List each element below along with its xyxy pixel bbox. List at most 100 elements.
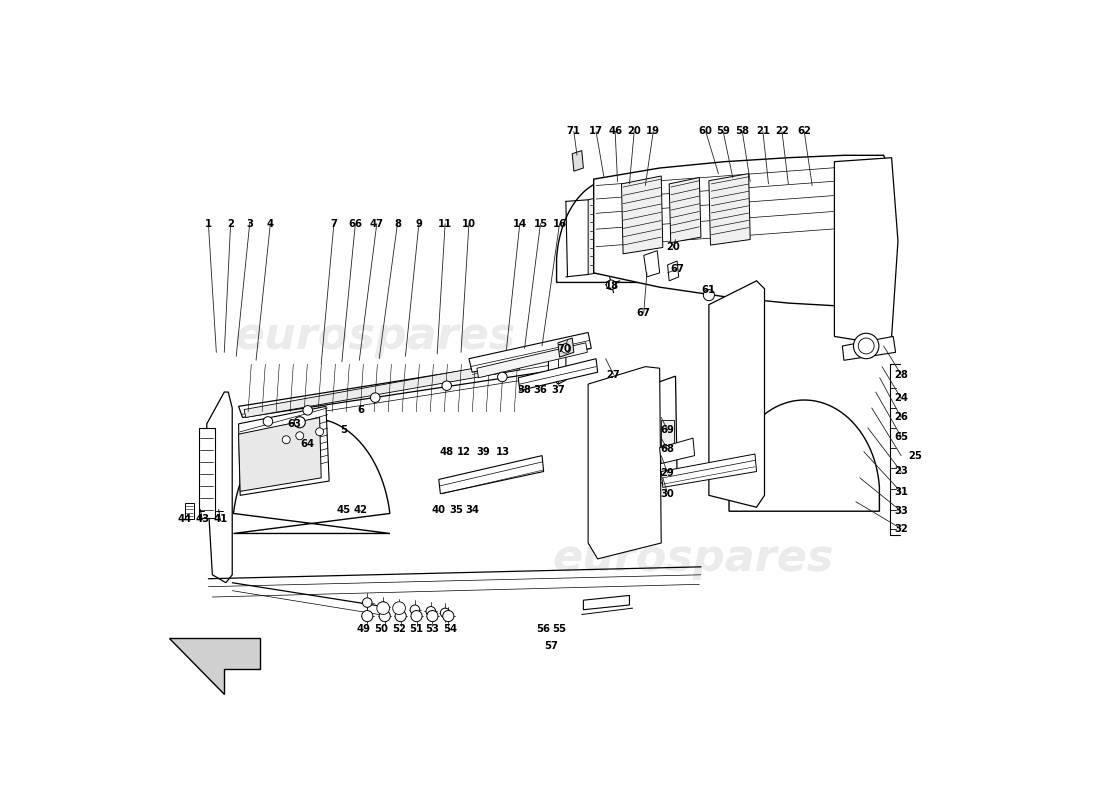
- Circle shape: [561, 343, 571, 353]
- Text: 10: 10: [462, 218, 476, 229]
- Text: 25: 25: [909, 450, 923, 461]
- Polygon shape: [708, 174, 750, 245]
- Text: 18: 18: [605, 281, 619, 290]
- Text: 22: 22: [776, 126, 789, 137]
- Text: eurospares: eurospares: [552, 538, 834, 580]
- Text: 62: 62: [798, 126, 811, 137]
- Polygon shape: [588, 366, 661, 559]
- Circle shape: [393, 602, 406, 614]
- Text: 70: 70: [558, 344, 571, 354]
- Circle shape: [294, 417, 306, 428]
- Circle shape: [377, 602, 389, 614]
- Text: 58: 58: [735, 126, 749, 137]
- Text: 47: 47: [370, 218, 384, 229]
- Polygon shape: [239, 406, 329, 495]
- Text: 4: 4: [267, 218, 274, 229]
- Polygon shape: [469, 333, 592, 372]
- Text: 34: 34: [465, 505, 480, 514]
- Text: eurospares: eurospares: [234, 315, 516, 358]
- Text: 41: 41: [213, 514, 228, 524]
- Polygon shape: [557, 179, 671, 282]
- Text: 45: 45: [337, 505, 351, 514]
- Circle shape: [316, 428, 323, 436]
- Circle shape: [442, 381, 451, 390]
- Text: 27: 27: [607, 370, 620, 379]
- Circle shape: [427, 610, 438, 622]
- Circle shape: [426, 606, 436, 616]
- Text: 24: 24: [894, 394, 909, 403]
- Circle shape: [854, 334, 879, 358]
- Text: 65: 65: [894, 431, 909, 442]
- Polygon shape: [583, 595, 629, 610]
- Polygon shape: [439, 456, 543, 494]
- Text: 60: 60: [698, 126, 713, 137]
- Circle shape: [362, 610, 373, 622]
- Circle shape: [497, 372, 507, 382]
- Text: 14: 14: [513, 218, 527, 229]
- Circle shape: [283, 436, 290, 444]
- Text: 46: 46: [608, 126, 623, 137]
- Text: 52: 52: [392, 624, 406, 634]
- Text: 67: 67: [637, 308, 651, 318]
- Text: 13: 13: [495, 446, 509, 457]
- Text: 64: 64: [300, 438, 315, 449]
- Text: 54: 54: [443, 624, 458, 634]
- Text: 21: 21: [756, 126, 770, 137]
- Polygon shape: [185, 503, 194, 519]
- Text: 16: 16: [552, 218, 567, 229]
- Text: 29: 29: [661, 468, 674, 478]
- Text: 26: 26: [894, 413, 909, 422]
- Polygon shape: [207, 392, 232, 582]
- Polygon shape: [477, 342, 587, 378]
- Circle shape: [371, 393, 380, 402]
- Polygon shape: [729, 400, 879, 511]
- Polygon shape: [669, 178, 701, 242]
- Polygon shape: [239, 418, 321, 491]
- Text: 38: 38: [518, 386, 531, 395]
- Polygon shape: [518, 358, 597, 390]
- Text: 2: 2: [228, 218, 234, 229]
- Polygon shape: [199, 428, 214, 518]
- Text: 15: 15: [534, 218, 548, 229]
- Text: 8: 8: [394, 218, 402, 229]
- Polygon shape: [572, 150, 583, 171]
- Text: 7: 7: [330, 218, 338, 229]
- Text: 50: 50: [375, 624, 388, 634]
- Circle shape: [263, 417, 273, 426]
- Text: 12: 12: [458, 446, 471, 457]
- Text: 69: 69: [661, 425, 674, 435]
- Circle shape: [411, 610, 422, 622]
- Text: 63: 63: [287, 419, 301, 429]
- Polygon shape: [588, 195, 607, 274]
- Polygon shape: [244, 360, 520, 418]
- Polygon shape: [621, 176, 663, 254]
- Text: 59: 59: [716, 126, 730, 137]
- Text: 43: 43: [195, 514, 209, 524]
- Text: 6: 6: [358, 405, 364, 414]
- Circle shape: [440, 608, 450, 618]
- Text: 35: 35: [449, 505, 463, 514]
- Text: 1: 1: [205, 218, 212, 229]
- Text: 39: 39: [476, 446, 491, 457]
- Text: 20: 20: [667, 242, 680, 253]
- Polygon shape: [233, 418, 389, 534]
- Circle shape: [302, 406, 312, 415]
- Text: 57: 57: [544, 642, 559, 651]
- Text: 42: 42: [354, 505, 367, 514]
- Polygon shape: [558, 338, 574, 357]
- Text: 51: 51: [409, 624, 424, 634]
- Text: 55: 55: [552, 624, 567, 634]
- Text: 20: 20: [627, 126, 641, 137]
- Text: 32: 32: [894, 524, 908, 534]
- Text: 49: 49: [356, 624, 371, 634]
- Text: 19: 19: [647, 126, 660, 137]
- Polygon shape: [660, 438, 694, 463]
- Text: 71: 71: [566, 126, 581, 137]
- Circle shape: [442, 610, 454, 622]
- Text: 33: 33: [894, 506, 908, 516]
- Circle shape: [606, 280, 616, 290]
- Circle shape: [395, 610, 406, 622]
- Text: 48: 48: [440, 446, 454, 457]
- Bar: [661, 420, 674, 458]
- Text: 31: 31: [894, 487, 909, 497]
